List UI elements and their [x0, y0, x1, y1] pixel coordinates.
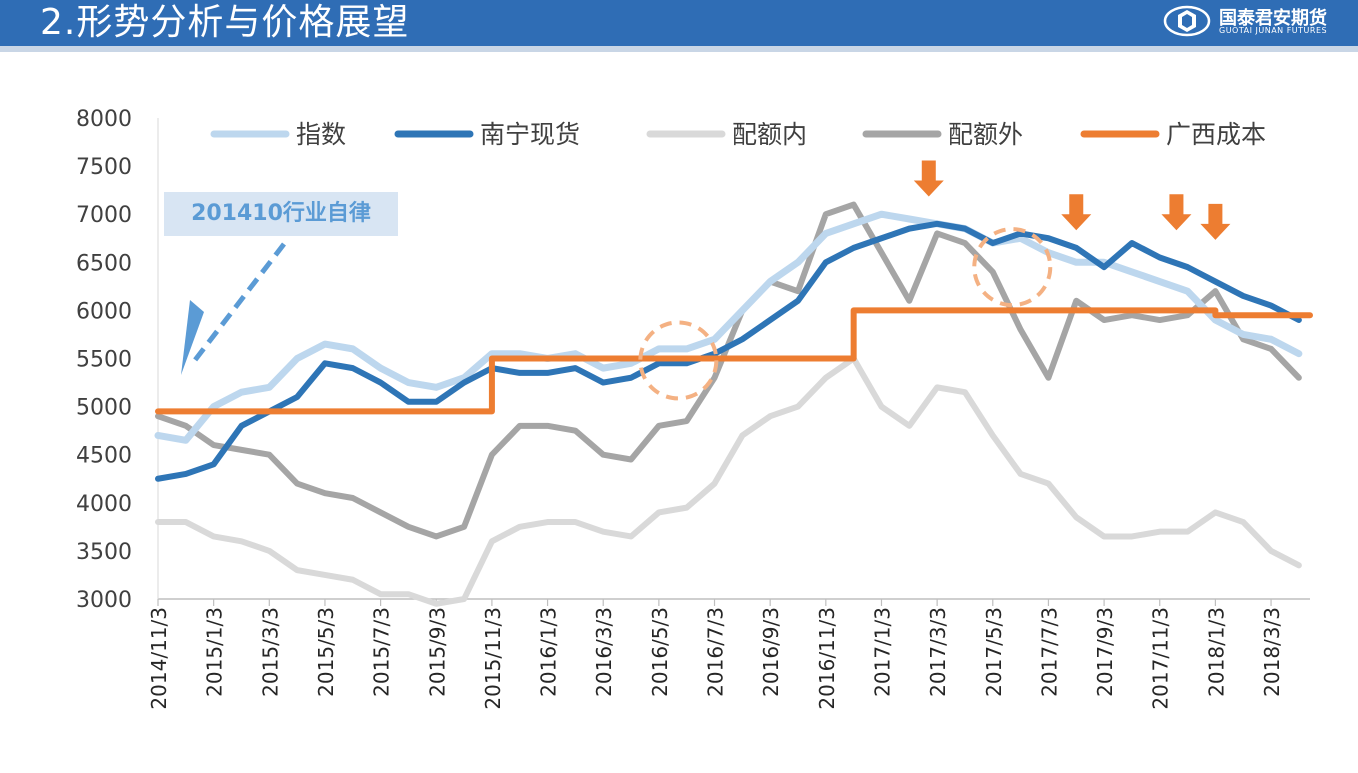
x-tick-label: 2016/3/3 — [592, 607, 616, 697]
x-tick-label: 2016/5/3 — [648, 607, 672, 697]
y-tick-label: 3000 — [76, 588, 132, 613]
annotation-arrow-line — [190, 242, 286, 366]
page-title: 2.形势分析与价格展望 — [40, 2, 410, 43]
legend-label-1: 南宁现货 — [480, 120, 580, 149]
x-tick-label: 2015/11/3 — [481, 607, 505, 710]
x-tick-label: 2015/3/3 — [258, 607, 282, 697]
logo-text-cn: 国泰君安期货 — [1219, 8, 1327, 29]
series-line-4 — [155, 307, 1313, 415]
series-line-1 — [155, 220, 1302, 482]
legend-label-2: 配额内 — [732, 120, 807, 149]
x-tick-label: 2017/1/3 — [870, 607, 894, 697]
x-tick-label: 2015/9/3 — [425, 607, 449, 697]
x-tick-label: 2015/7/3 — [370, 607, 394, 697]
annotation-text: 201410行业自律 — [191, 201, 371, 226]
y-tick-label: 7500 — [76, 155, 132, 180]
y-tick-label: 3500 — [76, 540, 132, 565]
x-tick-label: 2016/1/3 — [537, 607, 561, 697]
logo-hexagon-icon — [1163, 5, 1211, 37]
x-tick-label: 2015/5/3 — [314, 607, 338, 697]
x-tick-label: 2017/9/3 — [1093, 607, 1117, 697]
x-tick-label: 2017/7/3 — [1037, 607, 1061, 697]
x-tick-label: 2018/1/3 — [1204, 607, 1228, 697]
series-line-2 — [155, 355, 1302, 607]
series-line-3 — [155, 201, 1302, 540]
x-tick-label: 2014/11/3 — [147, 607, 171, 710]
legend-label-4: 广西成本 — [1166, 120, 1266, 149]
price-line-chart: 3000 3500 4000 4500 5000 5500 6000 6500 7000 7500… — [76, 107, 1313, 710]
x-tick-label: 2016/11/3 — [815, 607, 839, 710]
legend-label-0: 指数 — [296, 120, 346, 149]
x-tick-label: 2017/11/3 — [1149, 607, 1173, 710]
y-tick-label: 8000 — [76, 107, 132, 132]
x-tick-label: 2017/5/3 — [982, 607, 1006, 697]
annotation-arrow-head — [181, 300, 204, 375]
header-strip — [0, 46, 1358, 52]
company-logo: 国泰君安期货 GUOTAI JUNAN FUTURES — [1163, 4, 1345, 40]
x-tick-label: 2016/9/3 — [759, 607, 783, 697]
down-arrow-icon — [1200, 203, 1231, 240]
y-tick-label: 6000 — [76, 299, 132, 324]
y-tick-label: 4000 — [76, 492, 132, 517]
logo-text-en: GUOTAI JUNAN FUTURES — [1219, 26, 1328, 35]
y-tick-label: 5000 — [76, 396, 132, 421]
x-tick-label: 2016/7/3 — [704, 607, 728, 697]
x-tick-label: 2015/1/3 — [203, 607, 227, 697]
dashed-circle-marker — [638, 320, 719, 401]
y-tick-label: 7000 — [76, 203, 132, 228]
x-tick-label: 2018/3/3 — [1260, 607, 1284, 697]
down-arrow-icon — [913, 160, 944, 197]
x-tick-label: 2017/3/3 — [926, 607, 950, 697]
y-tick-label: 5500 — [76, 348, 132, 373]
y-tick-label: 6500 — [76, 251, 132, 276]
annotation-box: 201410行业自律 — [164, 192, 398, 236]
legend-label-3: 配额外 — [948, 120, 1023, 149]
down-arrow-icon — [1061, 194, 1092, 231]
header-bar: 2.形势分析与价格展望 国泰君安期货 GUOTAI JUNAN FUTURES — [0, 0, 1358, 46]
y-tick-label: 4500 — [76, 444, 132, 469]
down-arrow-icon — [1161, 194, 1192, 231]
